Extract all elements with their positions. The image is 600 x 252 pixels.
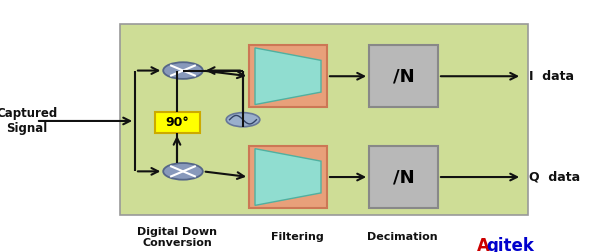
Circle shape <box>163 62 203 79</box>
Text: I  data: I data <box>529 70 574 83</box>
FancyBboxPatch shape <box>120 24 528 215</box>
Bar <box>249 45 327 107</box>
Text: Filtering: Filtering <box>271 232 323 242</box>
Bar <box>369 45 438 107</box>
Text: Decimation: Decimation <box>367 232 437 242</box>
Text: Digital Down
Conversion: Digital Down Conversion <box>137 227 217 248</box>
Circle shape <box>163 163 203 180</box>
Text: Captured
Signal: Captured Signal <box>0 107 58 135</box>
Circle shape <box>226 113 260 127</box>
Text: 90°: 90° <box>165 116 189 129</box>
Bar <box>369 146 438 208</box>
Polygon shape <box>255 149 321 205</box>
Text: gitek: gitek <box>486 237 534 252</box>
Bar <box>155 111 199 133</box>
Bar <box>249 146 327 208</box>
Text: /N: /N <box>392 168 415 186</box>
Polygon shape <box>255 48 321 105</box>
Text: /N: /N <box>392 67 415 85</box>
Text: A: A <box>477 237 490 252</box>
Text: Q  data: Q data <box>529 171 580 183</box>
